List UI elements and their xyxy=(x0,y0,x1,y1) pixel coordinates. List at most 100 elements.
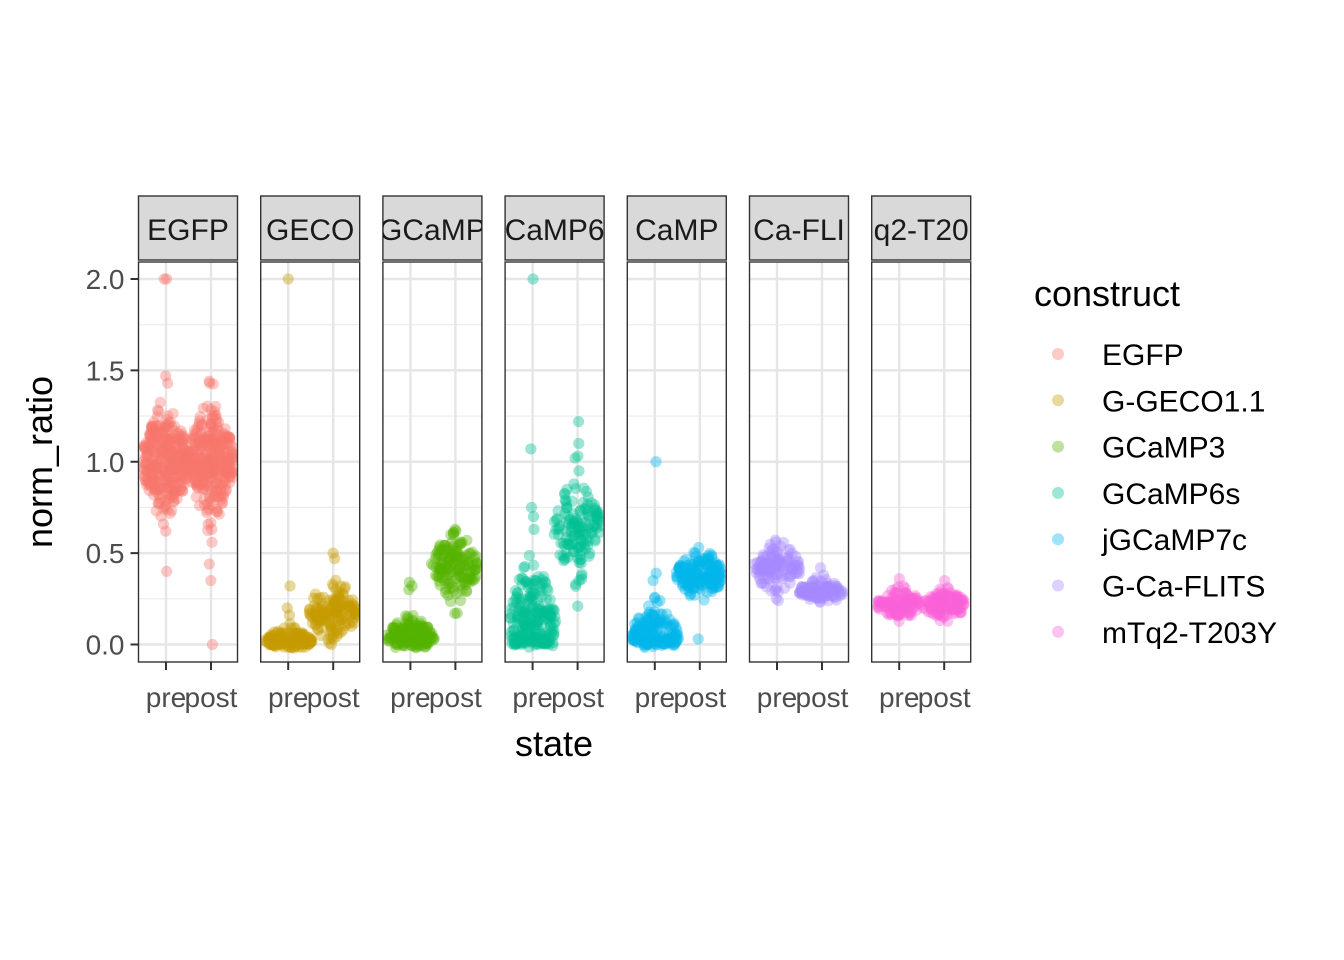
data-point xyxy=(310,618,322,630)
data-point xyxy=(813,587,825,600)
data-point xyxy=(407,610,419,622)
data-point xyxy=(193,436,205,448)
data-point xyxy=(282,641,294,653)
data-point xyxy=(931,598,943,610)
data-point xyxy=(806,587,818,599)
panel-border xyxy=(382,261,483,663)
data-point xyxy=(195,466,207,479)
data-point xyxy=(161,565,173,578)
data-point xyxy=(180,451,192,463)
data-point xyxy=(524,629,537,642)
x-tick-label: pre xyxy=(512,682,552,713)
data-point xyxy=(204,429,216,441)
data-point xyxy=(691,567,703,579)
data-point xyxy=(433,548,445,560)
data-point xyxy=(215,494,227,506)
panel-border xyxy=(260,261,361,663)
data-point xyxy=(152,458,165,470)
data-point xyxy=(818,580,830,592)
data-point xyxy=(388,625,400,637)
data-point xyxy=(144,430,156,442)
data-point xyxy=(525,602,537,615)
data-point xyxy=(906,597,919,609)
data-point xyxy=(523,617,535,630)
data-point xyxy=(285,642,298,654)
data-point xyxy=(543,636,555,648)
data-point xyxy=(629,618,641,630)
data-point xyxy=(531,616,544,629)
data-point xyxy=(290,637,302,649)
data-point xyxy=(688,558,700,570)
data-point xyxy=(782,551,795,563)
data-point xyxy=(547,640,559,652)
data-point xyxy=(677,580,689,592)
data-point xyxy=(331,602,343,614)
data-point xyxy=(279,634,291,646)
data-point xyxy=(151,466,163,478)
data-point xyxy=(292,636,304,648)
data-point xyxy=(927,593,939,605)
data-point xyxy=(330,584,342,596)
data-point xyxy=(706,585,718,598)
data-point xyxy=(138,442,151,454)
data-point xyxy=(456,584,468,596)
data-point xyxy=(951,594,963,606)
data-point xyxy=(540,638,552,650)
data-point xyxy=(162,434,175,446)
data-point xyxy=(329,608,341,620)
data-point xyxy=(674,562,686,574)
data-point xyxy=(775,571,787,583)
data-point xyxy=(148,473,160,486)
data-point xyxy=(416,639,428,651)
data-point xyxy=(522,578,535,590)
data-point xyxy=(950,591,962,603)
data-point xyxy=(713,564,725,576)
data-point xyxy=(531,606,543,618)
data-point xyxy=(888,591,900,603)
grid xyxy=(627,262,727,662)
data-point xyxy=(182,451,194,464)
data-point xyxy=(342,600,355,612)
data-point xyxy=(434,539,446,551)
data-point xyxy=(221,466,233,478)
data-point xyxy=(160,421,172,433)
data-point xyxy=(406,580,418,592)
data-point xyxy=(161,433,173,445)
data-point xyxy=(144,429,156,441)
data-point xyxy=(214,435,227,448)
data-point xyxy=(552,505,564,517)
data-point xyxy=(539,634,551,646)
data-point xyxy=(277,627,289,639)
data-point xyxy=(548,618,560,630)
data-point xyxy=(799,587,812,600)
data-point xyxy=(820,573,832,586)
data-point xyxy=(579,516,591,529)
data-point xyxy=(799,581,811,593)
data-point xyxy=(900,586,912,599)
data-point xyxy=(539,576,551,588)
data-point xyxy=(505,612,516,624)
data-point xyxy=(180,465,192,478)
data-point xyxy=(576,522,588,534)
data-point xyxy=(309,614,321,626)
data-point xyxy=(268,634,280,646)
data-point xyxy=(195,435,208,447)
y-tick-label: 2.0 xyxy=(86,264,125,295)
data-point xyxy=(805,581,817,594)
data-point xyxy=(583,511,595,523)
data-point xyxy=(531,628,543,640)
data-point xyxy=(582,499,594,511)
data-point xyxy=(701,586,713,598)
y-tick-label: 0.5 xyxy=(86,538,125,569)
data-point xyxy=(572,600,584,612)
data-point xyxy=(454,562,466,574)
data-point xyxy=(216,438,229,450)
data-point xyxy=(181,450,193,462)
data-point xyxy=(787,563,799,575)
data-point xyxy=(222,430,234,442)
data-point xyxy=(335,626,347,638)
data-point xyxy=(873,595,885,608)
data-point xyxy=(332,627,345,639)
data-point xyxy=(163,479,175,492)
data-point xyxy=(285,634,297,646)
